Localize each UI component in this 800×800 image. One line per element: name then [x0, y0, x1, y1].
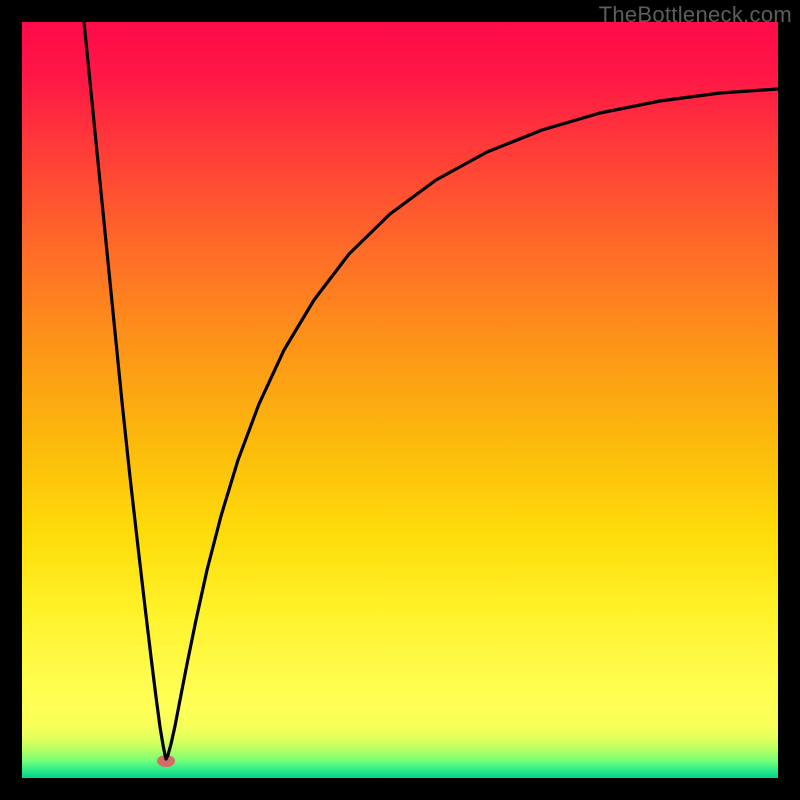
watermark-text: TheBottleneck.com	[599, 2, 792, 28]
plot-area	[22, 22, 778, 778]
chart-svg	[22, 22, 778, 778]
chart-container: TheBottleneck.com	[0, 0, 800, 800]
gradient-background	[22, 22, 778, 778]
